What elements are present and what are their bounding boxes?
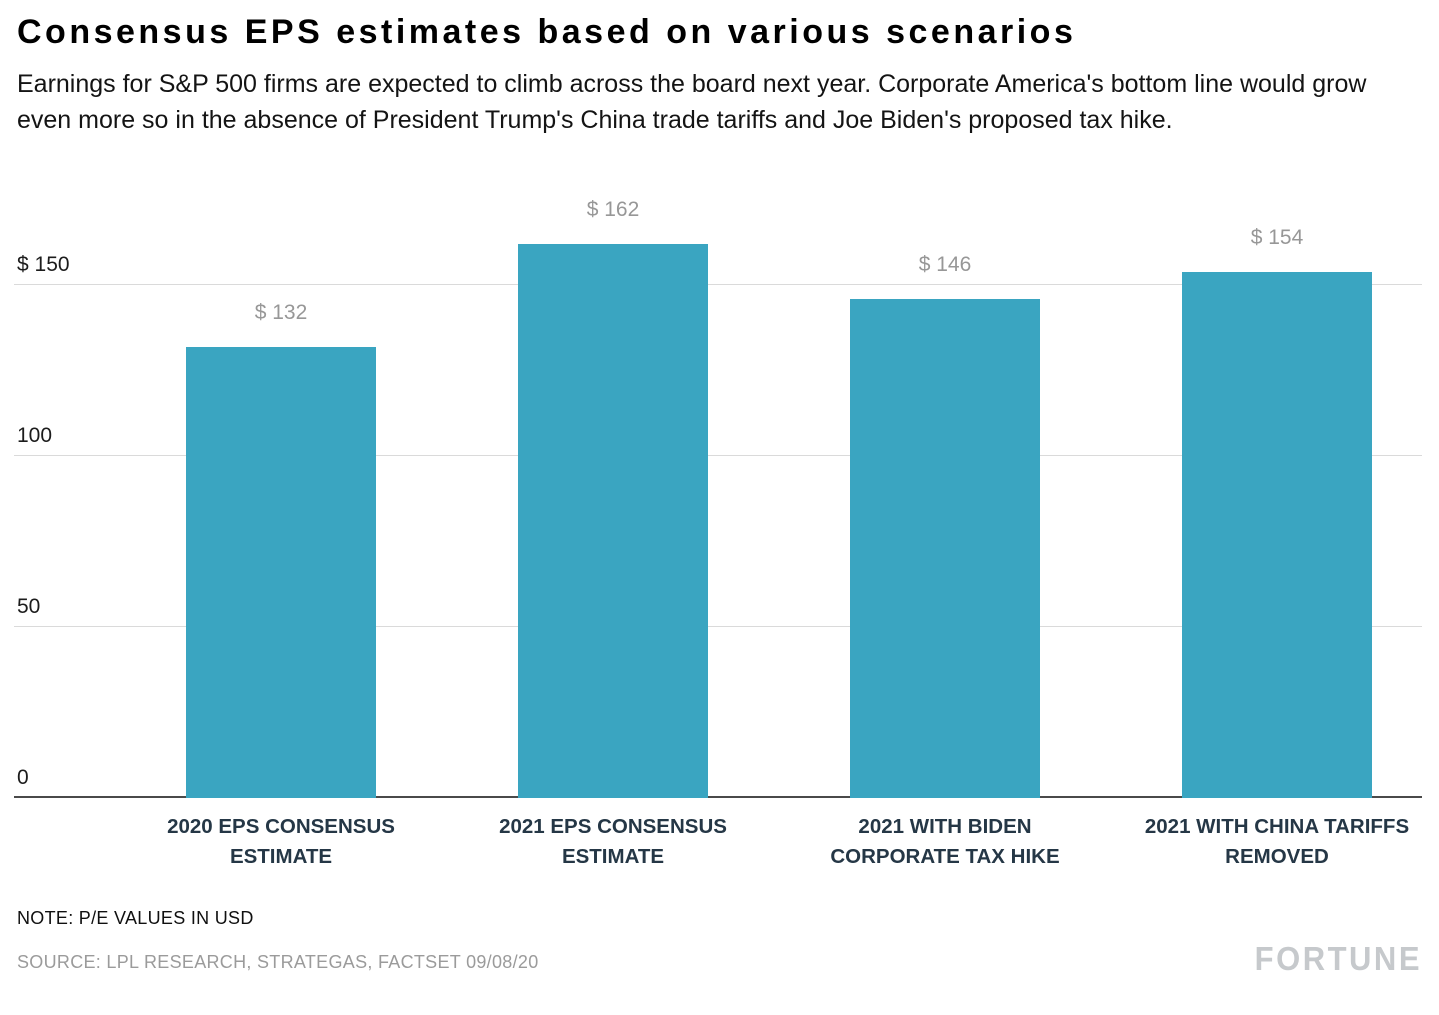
y-axis-tick-label: 50 xyxy=(17,595,41,619)
x-axis-category-label: 2021 EPS CONSENSUS ESTIMATE xyxy=(499,815,727,868)
y-axis-tick-label: 100 xyxy=(17,424,53,448)
source-text: SOURCE: LPL RESEARCH, STRATEGAS, FACTSET… xyxy=(17,952,539,972)
plot-area: 0 50 100 $ 150 $ 132 $ 162 $ 146 $ 154 xyxy=(14,198,1422,798)
bar-column: $ 162 xyxy=(447,198,779,798)
gridline xyxy=(14,455,1422,457)
x-axis-line xyxy=(14,796,1422,798)
bar-4 xyxy=(1182,271,1372,798)
x-axis-category-label: 2021 WITH BIDEN CORPORATE TAX HIKE xyxy=(830,815,1060,868)
bar-value-label: $ 162 xyxy=(586,198,640,222)
gridline xyxy=(14,284,1422,286)
x-axis-category-label: 2021 WITH CHINA TARIFFS REMOVED xyxy=(1144,815,1410,868)
x-axis-category-label: 2020 EPS CONSENSUS ESTIMATE xyxy=(167,815,395,868)
bar-2 xyxy=(518,244,708,798)
fortune-logo: FORTUNE xyxy=(1254,939,1422,978)
note-text: NOTE: P/E VALUES IN USD xyxy=(17,908,254,928)
bar-column: $ 132 xyxy=(115,200,447,798)
gridline xyxy=(14,626,1422,628)
x-axis-labels: 2020 EPS CONSENSUS ESTIMATE 2021 EPS CONS… xyxy=(115,812,1439,872)
y-axis-tick-label: $ 150 xyxy=(17,253,70,277)
bar-value-label: $ 146 xyxy=(918,253,972,277)
bar-value-label: $ 132 xyxy=(254,300,308,324)
bar-3 xyxy=(850,299,1040,798)
bar-column: $ 154 xyxy=(1111,200,1439,798)
bar-1 xyxy=(186,346,376,798)
bar-column: $ 146 xyxy=(779,200,1111,798)
chart-title: Consensus EPS estimates based on various… xyxy=(17,13,1077,51)
y-axis-tick-label: 0 xyxy=(17,766,29,789)
chart-subtitle: Earnings for S&P 500 firms are expected … xyxy=(17,70,1367,134)
bar-value-label: $ 154 xyxy=(1250,225,1304,249)
